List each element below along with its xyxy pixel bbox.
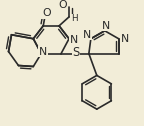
Text: N: N — [70, 35, 78, 45]
Text: N: N — [120, 34, 129, 44]
Text: O: O — [42, 8, 51, 18]
Text: O: O — [59, 0, 67, 10]
Text: N: N — [102, 21, 110, 31]
Text: N: N — [83, 30, 91, 40]
Text: N: N — [39, 47, 47, 57]
Text: H: H — [71, 14, 77, 23]
Text: S: S — [72, 46, 80, 59]
